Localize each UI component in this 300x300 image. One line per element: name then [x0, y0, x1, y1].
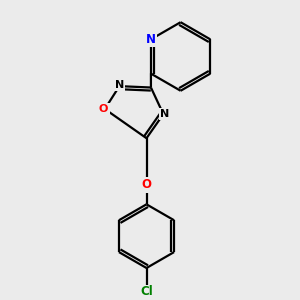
Text: N: N	[160, 109, 169, 119]
Text: Cl: Cl	[140, 285, 153, 298]
Text: N: N	[146, 33, 156, 46]
Text: N: N	[115, 80, 124, 90]
Text: O: O	[99, 104, 108, 114]
Text: O: O	[142, 178, 152, 191]
